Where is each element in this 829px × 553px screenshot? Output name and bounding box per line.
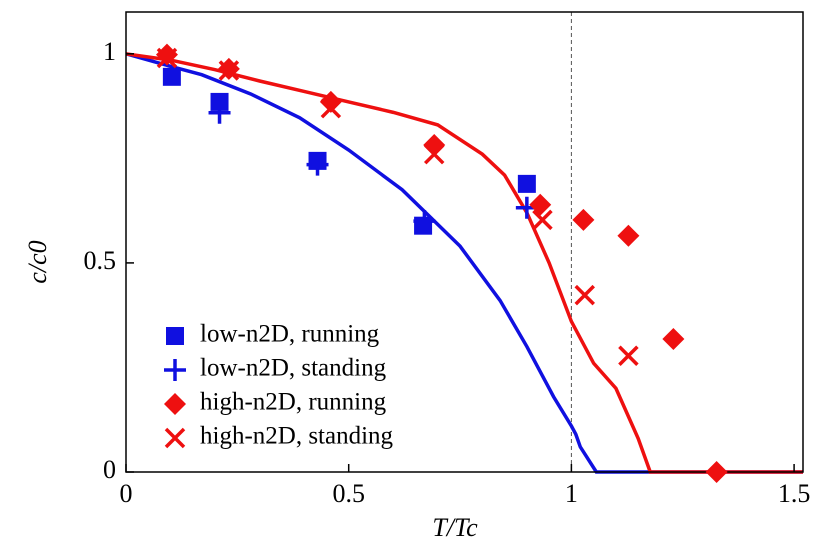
marker [705, 461, 728, 483]
marker [572, 208, 595, 231]
marker [618, 345, 639, 366]
marker [617, 224, 640, 247]
marker [423, 143, 445, 165]
y-axis-label: c/c0 [23, 240, 52, 283]
legend-marker [166, 327, 184, 345]
marker [662, 328, 685, 351]
y-tick-label: 0 [103, 455, 116, 484]
y-tick-label: 1 [103, 37, 116, 66]
legend-label: low-n2D, running [200, 321, 380, 348]
x-tick-label: 0.5 [332, 479, 365, 508]
marker [532, 209, 553, 231]
marker [306, 153, 329, 176]
marker [517, 174, 536, 193]
marker [162, 67, 181, 86]
marker [320, 97, 342, 119]
marker [218, 60, 240, 81]
x-tick-label: 0 [120, 479, 133, 508]
legend-marker [164, 393, 186, 415]
legend-label: low-n2D, standing [200, 355, 387, 382]
legend-label: high-n2D, running [200, 389, 387, 416]
y-tick-label: 0.5 [84, 246, 117, 275]
marker [574, 284, 595, 306]
marker [155, 43, 178, 66]
plot-frame [125, 11, 804, 473]
marker [208, 101, 231, 124]
curve [125, 52, 803, 474]
marker [413, 210, 436, 233]
x-tick-label: 1.5 [778, 479, 811, 508]
legend-label: high-n2D, standing [200, 423, 394, 450]
marker [156, 47, 178, 69]
x-tick-label: 1 [565, 479, 578, 508]
curve [125, 52, 803, 474]
legend-marker [164, 359, 186, 381]
x-axis-label: T/Tc [432, 513, 478, 542]
marker [319, 90, 342, 113]
legend-marker [164, 427, 186, 449]
